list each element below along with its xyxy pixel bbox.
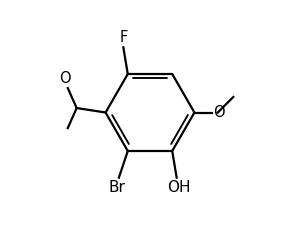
Text: Br: Br: [108, 180, 125, 195]
Text: O: O: [213, 105, 225, 120]
Text: O: O: [58, 71, 70, 86]
Text: F: F: [119, 30, 128, 45]
Text: OH: OH: [167, 180, 190, 195]
